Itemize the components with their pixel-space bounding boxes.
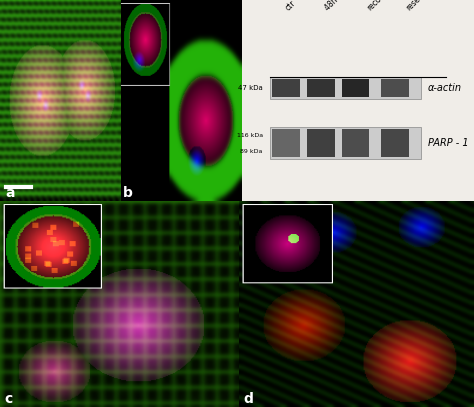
Bar	[270, 77, 420, 99]
Bar	[270, 127, 420, 159]
Text: 47 kDa: 47 kDa	[238, 85, 263, 91]
Text: 89 kDa: 89 kDa	[240, 149, 263, 154]
Text: 48h PtAcacDMS: 48h PtAcacDMS	[323, 0, 372, 12]
Bar	[342, 79, 370, 97]
Bar	[307, 79, 335, 97]
Text: PARP - 1: PARP - 1	[428, 138, 468, 148]
Bar	[272, 79, 300, 97]
Bar	[307, 79, 335, 97]
Text: b: b	[123, 186, 133, 200]
Bar	[272, 79, 300, 97]
Text: c: c	[4, 392, 12, 407]
Bar	[272, 129, 300, 157]
Text: a: a	[5, 186, 15, 200]
Text: recovered: recovered	[365, 0, 398, 12]
Bar	[381, 79, 409, 97]
Bar	[381, 79, 409, 97]
Text: 116 kDa: 116 kDa	[237, 133, 263, 138]
Bar	[381, 129, 409, 157]
Text: d: d	[244, 392, 253, 407]
Bar	[342, 129, 370, 157]
Text: α-actin: α-actin	[428, 83, 462, 93]
Bar	[307, 129, 335, 157]
Text: reseeded: reseeded	[404, 0, 436, 12]
Text: ctr: ctr	[283, 0, 297, 12]
Bar	[342, 79, 370, 97]
